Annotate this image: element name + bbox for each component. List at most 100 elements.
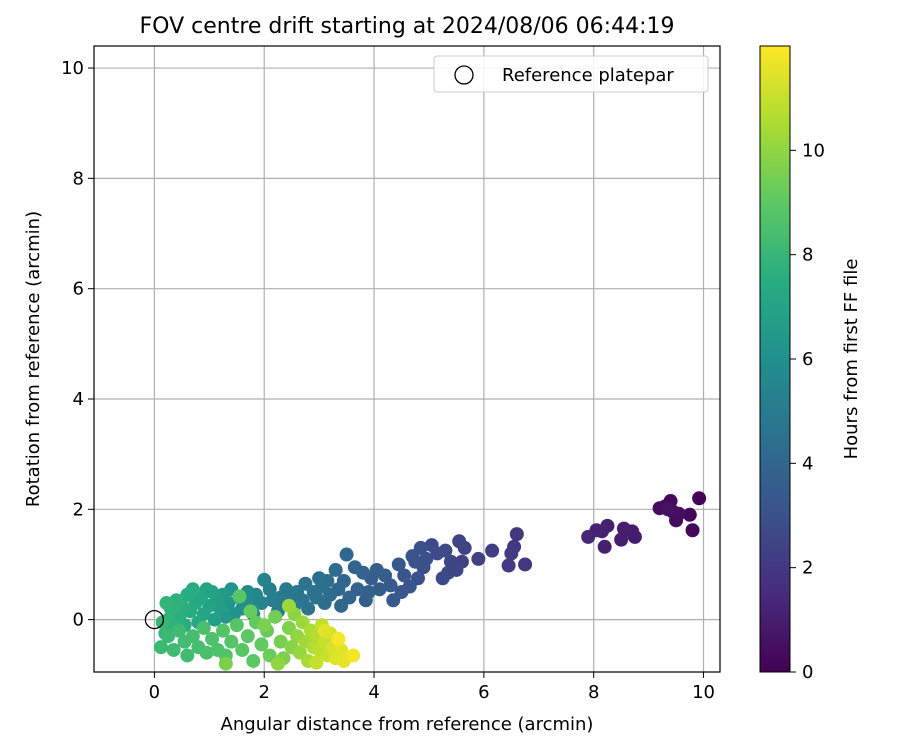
colorbar: 0 2 4 6 8 10 Hours from first FF file (759, 45, 862, 683)
data-point (317, 623, 332, 638)
data-point (443, 554, 458, 569)
data-point (246, 653, 261, 668)
y-axis-label: Rotation from reference (arcmin) (23, 211, 44, 507)
data-point (229, 618, 244, 633)
colorbar-tick-label: 4 (802, 453, 813, 474)
x-tick-label: 8 (588, 682, 599, 703)
data-point (331, 631, 346, 646)
data-point (207, 612, 222, 627)
y-tick-label: 10 (61, 58, 84, 79)
data-point (196, 620, 211, 635)
y-tick-label: 2 (73, 499, 84, 520)
chart-title: FOV centre drift starting at 2024/08/06 … (140, 14, 675, 39)
data-point (501, 558, 516, 573)
colorbar-label: Hours from first FF file (841, 259, 862, 460)
x-axis-ticks: 0 2 4 6 8 10 (149, 672, 715, 703)
x-tick-label: 4 (368, 682, 379, 703)
data-point (346, 648, 361, 663)
data-point (185, 629, 200, 644)
data-point (254, 637, 269, 652)
data-point (224, 634, 239, 649)
plot-frame (93, 45, 721, 673)
data-points (153, 491, 707, 671)
data-point (161, 629, 176, 644)
data-point (485, 543, 500, 558)
y-tick-label: 8 (73, 168, 84, 189)
data-point (334, 598, 349, 613)
x-axis-label: Angular distance from reference (arcmin) (221, 714, 594, 735)
data-point (273, 634, 288, 649)
grid (94, 46, 720, 672)
legend-entry-reference-platepar: Reference platepar (502, 65, 674, 86)
data-point (616, 521, 631, 536)
data-point (347, 560, 362, 575)
data-point (268, 609, 283, 624)
data-point (235, 642, 250, 657)
legend: Reference platepar (433, 55, 709, 93)
data-point (205, 631, 220, 646)
data-point (180, 587, 195, 602)
y-tick-label: 6 (73, 279, 84, 300)
data-point (581, 529, 596, 544)
data-point (270, 656, 285, 671)
x-tick-label: 2 (259, 682, 270, 703)
data-point (216, 623, 231, 638)
data-point (358, 593, 373, 608)
data-point (312, 571, 327, 586)
colorbar-ticks: 0 2 4 6 8 10 (790, 140, 825, 683)
data-point (159, 596, 174, 611)
data-point (339, 547, 354, 562)
colorbar-tick-label: 10 (802, 140, 825, 161)
colorbar-tick-label: 8 (802, 245, 813, 266)
y-axis-ticks: 0 2 4 6 8 10 (61, 58, 94, 631)
data-point (386, 593, 401, 608)
legend-box (433, 55, 709, 93)
data-point (692, 491, 707, 506)
data-point (518, 557, 533, 572)
data-point (685, 523, 700, 538)
colorbar-tick-label: 0 (802, 662, 813, 683)
data-point (334, 642, 349, 657)
data-point (614, 532, 629, 547)
colorbar-tick-label: 2 (802, 558, 813, 579)
reference-point-layer (144, 609, 165, 630)
data-point (372, 582, 387, 597)
data-point (397, 568, 412, 583)
data-point (435, 571, 450, 586)
data-point (597, 539, 612, 554)
data-point (265, 593, 280, 608)
data-point (405, 549, 420, 564)
y-tick-label: 4 (73, 389, 84, 410)
data-point (281, 598, 296, 613)
data-point (199, 645, 214, 660)
colorbar-gradient-bar (759, 45, 791, 673)
data-point (218, 656, 233, 671)
data-point (328, 562, 343, 577)
x-tick-label: 6 (478, 682, 489, 703)
data-point (257, 572, 272, 587)
colorbar-tick-label: 6 (802, 349, 813, 370)
x-tick-label: 0 (149, 682, 160, 703)
data-point (257, 618, 272, 633)
data-point (309, 655, 324, 670)
data-point (509, 527, 524, 542)
data-point (424, 538, 439, 553)
data-point (153, 640, 168, 655)
data-point (166, 642, 181, 657)
reference-point-marker (144, 609, 165, 630)
data-point (172, 623, 187, 638)
x-tick-label: 10 (692, 682, 715, 703)
data-point (232, 589, 247, 604)
data-point (682, 507, 697, 522)
data-point (660, 502, 675, 517)
data-point (243, 604, 258, 619)
data-point (452, 534, 467, 549)
data-point (504, 546, 519, 561)
legend-open-circle-marker (454, 65, 474, 85)
data-point (471, 551, 486, 566)
data-point (391, 557, 406, 572)
data-point (180, 648, 195, 663)
data-point (240, 629, 255, 644)
